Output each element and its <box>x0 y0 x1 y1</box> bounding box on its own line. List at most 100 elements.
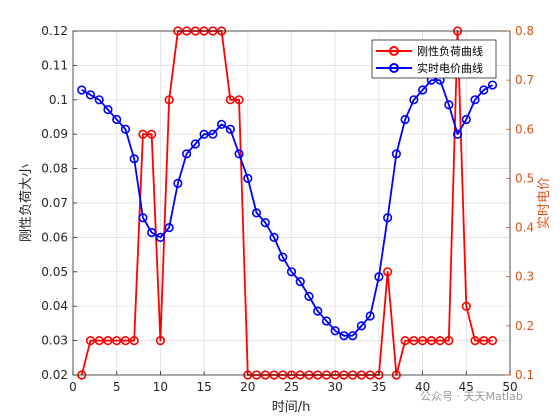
data-point-1 <box>138 213 148 223</box>
x-tick-label: 20 <box>240 380 255 394</box>
data-point-0 <box>225 95 235 105</box>
ticks: 0 5 10 15 20 25 30 35 40 45 50 0.02 0.03 0.04 0.05 0.06… <box>41 24 534 394</box>
data-point-1 <box>243 173 253 184</box>
data-point-0 <box>435 336 445 346</box>
y-right-tick-label: 0.1 <box>515 368 534 382</box>
x-tick-label: 15 <box>196 380 211 394</box>
data-point-0 <box>234 95 244 105</box>
x-tick-label: 5 <box>113 380 121 394</box>
y-left-tick-label: 0.06 <box>41 230 68 244</box>
data-point-1 <box>383 213 393 223</box>
data-point-1 <box>251 208 262 218</box>
y-right-tick-label: 0.8 <box>515 24 534 38</box>
data-point-1 <box>339 331 349 341</box>
y-right-tick-label: 0.3 <box>515 270 534 284</box>
data-point-1 <box>356 321 367 331</box>
y-left-tick-label: 0.09 <box>41 127 68 141</box>
data-point-1 <box>321 316 332 326</box>
data-point-0 <box>444 336 454 346</box>
data-point-1 <box>487 80 498 90</box>
data-point-1 <box>348 331 358 341</box>
data-point-1 <box>199 129 209 139</box>
data-point-1 <box>400 114 410 125</box>
data-point-0 <box>112 336 122 346</box>
data-point-1 <box>182 149 192 159</box>
data-point-1 <box>470 95 480 105</box>
data-point-1 <box>391 149 401 159</box>
data-point-1 <box>155 232 165 242</box>
data-point-0 <box>164 95 174 105</box>
data-point-1 <box>208 129 218 139</box>
data-point-1 <box>286 267 297 277</box>
y-right-tick-label: 0.4 <box>515 221 534 235</box>
data-point-1 <box>103 105 113 115</box>
data-point-1 <box>85 90 96 100</box>
data-point-0 <box>85 336 96 346</box>
data-point-0 <box>94 336 104 346</box>
watermark: 公众号 · 天天Matlab <box>420 390 523 403</box>
x-tick-label: 25 <box>284 380 299 394</box>
data-point-0 <box>487 336 498 346</box>
data-point-0 <box>426 336 436 346</box>
y-axis-right-label: 实时电价 <box>537 177 552 229</box>
x-tick-label: 40 <box>415 380 430 394</box>
series-line-1 <box>81 79 493 337</box>
data-point-1 <box>452 129 463 139</box>
legend-label-rigid-load: 刚性负荷曲线 <box>417 44 483 58</box>
y-left-tick-label: 0.02 <box>41 368 68 382</box>
data-point-1 <box>269 232 279 242</box>
data-point-1 <box>313 306 323 316</box>
y-right-tick-label: 0.2 <box>515 319 534 333</box>
y-axis-left-label: 刚性负荷大小 <box>19 164 34 242</box>
data-point-0 <box>120 336 131 346</box>
data-point-1 <box>164 222 174 233</box>
data-point-1 <box>330 326 340 336</box>
data-point-1 <box>278 252 288 262</box>
legend: 刚性负荷曲线 实时电价曲线 <box>371 39 497 79</box>
y-left-tick-label: 0.03 <box>41 334 68 348</box>
y-left-tick-label: 0.04 <box>41 299 68 313</box>
data-point-0 <box>383 267 393 277</box>
data-point-1 <box>461 114 471 125</box>
data-point-1 <box>409 95 419 105</box>
data-point-1 <box>304 291 314 301</box>
data-point-1 <box>216 119 227 129</box>
data-point-1 <box>77 85 87 95</box>
data-point-1 <box>112 114 122 125</box>
data-point-0 <box>138 129 148 139</box>
data-point-1 <box>190 139 200 149</box>
y-right-tick-label: 0.6 <box>515 122 534 136</box>
data-point-1 <box>365 311 375 321</box>
y-left-tick-label: 0.07 <box>41 196 68 210</box>
data-point-0 <box>103 336 113 346</box>
y-left-tick-label: 0.1 <box>49 93 68 107</box>
data-point-1 <box>260 218 270 228</box>
y-left-tick-label: 0.11 <box>41 58 68 72</box>
data-point-1 <box>479 85 489 95</box>
data-point-0 <box>470 336 480 346</box>
data-point-1 <box>129 154 139 164</box>
x-tick-label: 50 <box>502 380 517 394</box>
data-point-1 <box>295 277 305 287</box>
data-point-1 <box>173 178 183 188</box>
data-point-0 <box>418 336 428 346</box>
data-point-0 <box>129 336 139 346</box>
x-tick-label: 45 <box>459 380 474 394</box>
data-point-0 <box>461 301 471 311</box>
x-axis-label: 时间/h <box>272 400 311 415</box>
legend-label-price: 实时电价曲线 <box>417 61 483 75</box>
y-right-tick-label: 0.5 <box>515 171 534 185</box>
data-point-1 <box>225 124 235 134</box>
data-point-0 <box>147 129 157 139</box>
x-tick-label: 30 <box>328 380 343 394</box>
data-point-1 <box>147 227 157 238</box>
data-point-0 <box>409 336 419 346</box>
y-right-tick-label: 0.7 <box>515 73 534 87</box>
data-point-0 <box>155 336 165 346</box>
data-point-1 <box>120 124 131 134</box>
data-point-1 <box>418 85 428 95</box>
x-tick-label: 10 <box>153 380 168 394</box>
legend-marker-rigid-load <box>389 46 399 56</box>
y-left-tick-label: 0.05 <box>41 265 68 279</box>
